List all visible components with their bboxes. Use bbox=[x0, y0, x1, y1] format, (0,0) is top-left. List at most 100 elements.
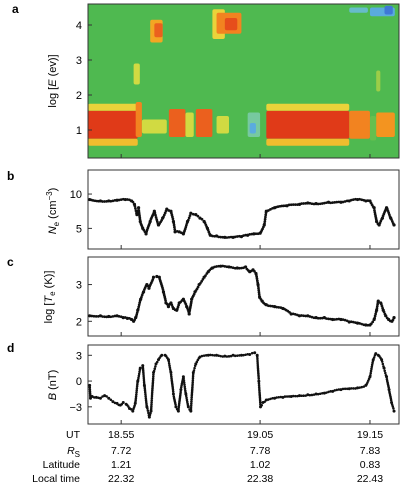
panel-d-trace-dot bbox=[135, 393, 138, 396]
panel-d-trace-dot bbox=[142, 380, 146, 384]
table-cell: 19.05 bbox=[247, 429, 273, 441]
panel-c-trace-dot bbox=[341, 318, 345, 322]
panel-d-trace-dot bbox=[257, 385, 261, 389]
table-cell: 0.83 bbox=[360, 459, 381, 471]
table-row-label: Latitude bbox=[43, 459, 81, 471]
panel-c-trace-dot bbox=[109, 315, 113, 319]
panel-b-data-point bbox=[252, 232, 256, 236]
panel-c-data-point bbox=[364, 323, 368, 327]
panel-d-trace-dot bbox=[189, 408, 193, 412]
panel-d-ytick-label: 3 bbox=[76, 350, 82, 362]
panel-c-trace-dot bbox=[352, 320, 355, 324]
panel-b-trace-dot bbox=[264, 215, 267, 219]
panel-letter-d: d bbox=[7, 341, 14, 355]
panel-c-trace-dot bbox=[300, 314, 303, 317]
panel-a-energy-spectrogram: 1 2 3 4 log [E (ev)] bbox=[47, 3, 400, 159]
table-cell: 22.43 bbox=[357, 473, 383, 485]
panel-d-trace-dot bbox=[150, 401, 153, 404]
panel-b-trace-dot bbox=[248, 233, 252, 236]
panel-c-trace-dot bbox=[257, 290, 261, 294]
table-cell: 22.38 bbox=[247, 473, 273, 485]
panel-d-trace-dot bbox=[387, 386, 390, 389]
panel-c-trace-dot bbox=[140, 295, 143, 299]
panel-c-data-point bbox=[141, 290, 146, 294]
panel-d-data-point bbox=[374, 352, 378, 356]
panel-d-trace-dot bbox=[335, 388, 339, 392]
panel-d-data-point bbox=[257, 379, 261, 383]
panel-b-trace-dot bbox=[134, 209, 138, 213]
panel-d-trace-dot bbox=[193, 366, 196, 370]
panel-d-trace-dot bbox=[133, 404, 136, 407]
panel-b-trace-dot bbox=[333, 201, 337, 204]
panel-c-trace-dot bbox=[308, 315, 312, 318]
panel-d-trace-dot bbox=[285, 395, 289, 398]
panel-d-data-point bbox=[215, 353, 219, 357]
panel-d-trace-dot bbox=[88, 386, 92, 389]
panel-c-data-point bbox=[155, 274, 159, 279]
panel-b-trace-dot bbox=[154, 216, 158, 219]
panel-d-trace-dot bbox=[137, 372, 141, 376]
table-cell: 1.21 bbox=[111, 459, 132, 471]
panel-b-data-point bbox=[115, 198, 119, 202]
panel-b-data-point bbox=[314, 202, 318, 206]
panel-c-trace-dot bbox=[343, 318, 347, 322]
spectrogram-cell-3 bbox=[135, 102, 142, 137]
panel-c-data-point bbox=[331, 317, 335, 322]
table-cell: 7.72 bbox=[111, 445, 132, 457]
panel-d-trace-dot bbox=[183, 385, 187, 389]
spectrogram-cell-20 bbox=[349, 110, 370, 139]
panel-d-trace-dot bbox=[136, 378, 140, 382]
panel-d-trace-dot bbox=[155, 360, 159, 364]
panel-d-data-point bbox=[98, 396, 102, 400]
panel-d-data-point bbox=[88, 383, 92, 387]
panel-d-trace-dot bbox=[177, 405, 181, 409]
panel-d-trace-dot bbox=[146, 409, 150, 412]
panel-d-trace-dot bbox=[191, 374, 195, 378]
panel-b-trace-dot bbox=[153, 211, 157, 215]
panel-d-trace-dot bbox=[227, 355, 231, 358]
panel-d-trace-dot bbox=[256, 363, 260, 367]
panel-d-data-point bbox=[371, 358, 375, 362]
panel-d-trace-dot bbox=[88, 388, 92, 391]
panel-c-trace-dot bbox=[117, 315, 121, 318]
panel-b-data-point bbox=[107, 199, 111, 203]
panel-d-trace-dot bbox=[105, 395, 108, 398]
panel-d-trace-dot bbox=[167, 360, 171, 363]
panel-d-data-point bbox=[131, 409, 135, 413]
panel-c-trace-dot bbox=[135, 311, 139, 314]
panel-b-trace-dot bbox=[233, 235, 237, 239]
panel-c-trace-dot bbox=[316, 316, 320, 320]
panel-d-trace-dot bbox=[171, 390, 175, 393]
spectrogram-cell-8 bbox=[168, 109, 186, 137]
panel-c-ytick-label: 2 bbox=[76, 316, 82, 328]
panel-d-trace-dot bbox=[380, 360, 384, 363]
panel-d-trace-dot bbox=[300, 394, 303, 398]
panel-b-trace-dot bbox=[131, 200, 135, 204]
panel-d-trace-dot bbox=[183, 387, 187, 391]
panel-d-trace-dot bbox=[257, 377, 260, 380]
panel-b-trace-dot bbox=[219, 235, 223, 239]
panel-c-trace-dot bbox=[204, 274, 207, 277]
panel-d-trace-dot bbox=[277, 395, 281, 399]
panel-c-frame bbox=[87, 256, 400, 337]
panel-c-trace-dot bbox=[184, 302, 188, 306]
panel-d-trace-dot bbox=[362, 385, 366, 388]
panel-d-trace-dot bbox=[147, 411, 150, 415]
panel-d-trace-dot bbox=[333, 389, 337, 392]
panel-b-trace-dot bbox=[341, 200, 345, 204]
table-row-label: RS bbox=[67, 445, 80, 459]
panel-d-trace-dot bbox=[352, 387, 355, 390]
panel-d-trace-dot bbox=[294, 394, 297, 398]
panel-c-data-point bbox=[243, 265, 248, 269]
panel-d-trace-dot bbox=[149, 412, 152, 415]
panel-d-trace-dot bbox=[152, 369, 156, 373]
panel-d-trace-dot bbox=[154, 365, 157, 368]
table-row-label: UT bbox=[66, 429, 81, 441]
panel-b-trace-dot bbox=[109, 199, 113, 203]
panel-d-trace-dot bbox=[142, 378, 146, 382]
spectrogram-cell-22 bbox=[376, 112, 395, 137]
panel-d-data-point bbox=[90, 395, 94, 399]
panel-d-trace-dot bbox=[258, 399, 262, 402]
panel-c-trace-dot bbox=[369, 322, 373, 326]
panel-b-trace-dot bbox=[331, 201, 335, 205]
